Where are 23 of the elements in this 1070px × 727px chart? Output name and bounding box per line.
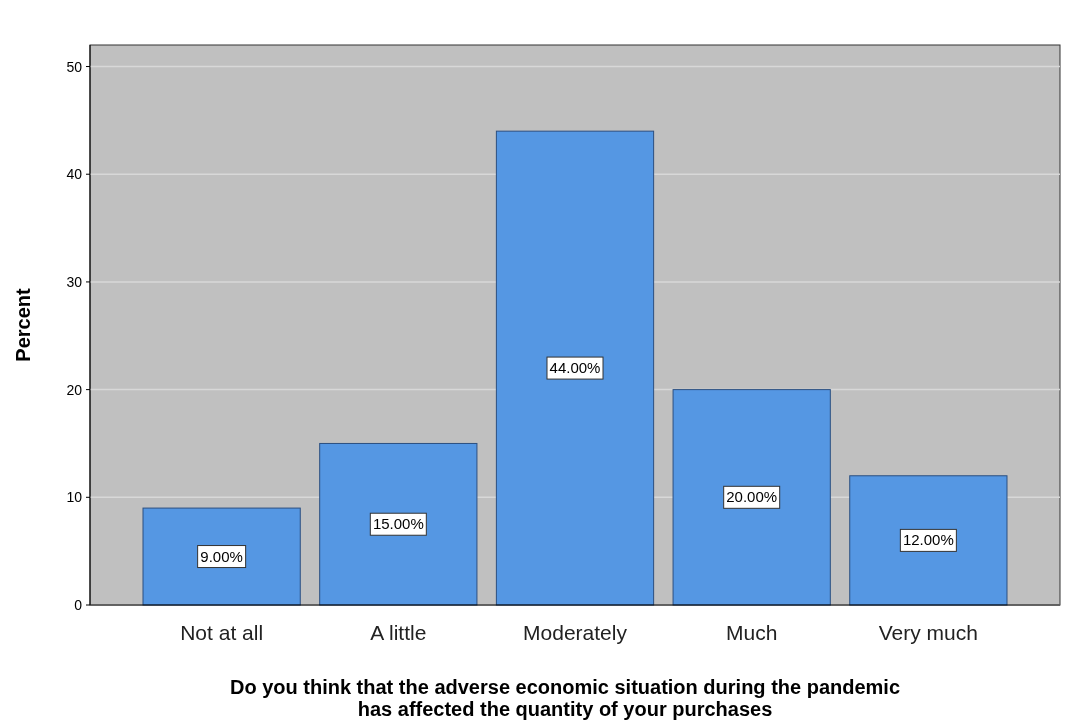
bar [849,475,1008,606]
bar [319,442,478,606]
y-tick-label: 10 [66,489,83,506]
data-label: 12.00% [902,531,954,549]
x-tick-label: Moderately [523,621,628,644]
y-tick-label: 30 [66,273,83,290]
x-tick-label: Not at all [180,621,264,644]
y-axis-title: Percent [12,287,34,362]
y-tick-label: 0 [74,597,83,613]
bar [672,389,831,606]
data-label: 44.00% [549,359,601,377]
x-tick-label: Much [726,621,778,644]
data-label: 15.00% [372,515,424,533]
x-axis-title: Do you think that the adverse economic situation during the pandemic has affected the quantity of your purchases [229,676,901,720]
bar [142,507,301,606]
x-tick-label: A little [370,621,427,644]
y-tick-label: 40 [66,166,83,183]
data-label: 20.00% [726,488,778,506]
x-tick-label: Very much [878,621,978,644]
y-tick-label: 50 [66,58,83,75]
bar [495,130,655,606]
data-label: 9.00% [200,547,243,565]
y-tick-label: 20 [66,381,83,398]
